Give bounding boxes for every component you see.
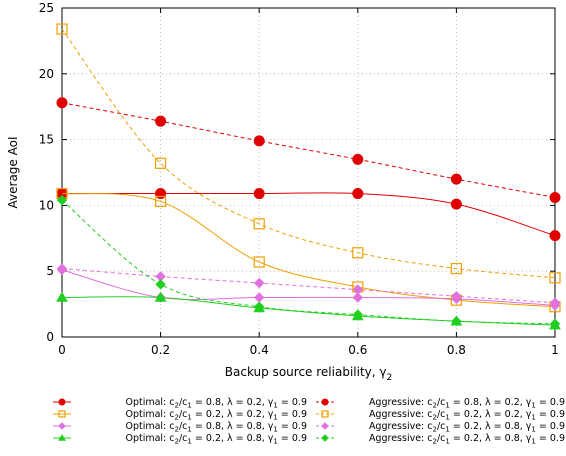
x-tick-label: 0.2 [151, 343, 170, 357]
data-point [451, 290, 462, 302]
series-2 [56, 187, 561, 313]
data-point [352, 153, 364, 165]
data-point [58, 410, 66, 418]
data-point [58, 433, 66, 441]
legend-label: Aggressive: c2/c1 = 0.2, λ = 0.2, γ1 = 0… [369, 409, 565, 422]
series-line [61, 102, 556, 198]
legend-label: Optimal: c2/c1 = 0.2, λ = 0.8, γ1 = 0.9 [125, 433, 307, 446]
legend-entry: Aggressive: c2/c1 = 0.8, λ = 0.2, γ1 = 0… [316, 397, 565, 410]
data-point [352, 284, 364, 295]
series-line [61, 296, 556, 326]
legend-entry: Optimal: c2/c1 = 0.8, λ = 0.2, γ1 = 0.9 [53, 397, 307, 410]
data-point [321, 434, 329, 442]
legend-entry: Optimal: c2/c1 = 0.8, λ = 0.8, γ1 = 0.9 [53, 421, 307, 434]
data-point [155, 279, 166, 290]
data-point [549, 192, 561, 204]
series-6 [56, 23, 561, 284]
series-8 [56, 194, 561, 330]
data-point [253, 218, 265, 230]
series-line [62, 192, 556, 237]
data-point [450, 262, 462, 275]
x-tick-label: 0 [58, 343, 66, 357]
data-point [253, 256, 265, 268]
y-tick-label: 25 [39, 1, 54, 15]
data-point [253, 188, 265, 200]
legend-entry: Aggressive: c2/c1 = 0.2, λ = 0.2, γ1 = 0… [316, 409, 565, 422]
series-7 [56, 263, 561, 308]
data-point [549, 297, 561, 308]
y-tick-label: 20 [39, 67, 54, 81]
data-point [56, 263, 68, 274]
grid [61, 7, 556, 338]
data-point [321, 398, 329, 406]
data-point [58, 398, 66, 406]
y-tick-label: 10 [39, 198, 54, 212]
data-point [549, 272, 561, 284]
legend-label: Optimal: c2/c1 = 0.8, λ = 0.8, γ1 = 0.9 [125, 421, 307, 434]
data-point [56, 291, 68, 302]
y-axis-label: Average AoI [6, 137, 20, 209]
x-axis-label-subscript: 2 [386, 373, 392, 383]
data-point [154, 291, 167, 302]
y-tick-label: 5 [46, 264, 54, 278]
series-5 [56, 97, 561, 204]
data-point [451, 316, 462, 327]
plot-frame [61, 7, 556, 338]
data-point [56, 97, 68, 109]
x-tick-label: 1 [551, 343, 559, 357]
legend-label: Optimal: c2/c1 = 0.2, λ = 0.2, γ1 = 0.9 [125, 409, 307, 422]
x-tick-label: 0.4 [250, 343, 269, 357]
data-point [352, 247, 364, 259]
x-tick-label: 0.6 [348, 343, 367, 357]
series-1 [56, 188, 561, 242]
data-point [352, 188, 364, 200]
y-tick-label: 15 [39, 133, 54, 147]
series-line [61, 268, 556, 304]
legend-label: Optimal: c2/c1 = 0.8, λ = 0.2, γ1 = 0.9 [125, 397, 307, 410]
data-point [56, 194, 68, 206]
data-point [58, 422, 66, 430]
series-layer [56, 23, 561, 330]
legend-entry: Aggressive: c2/c1 = 0.2, λ = 0.8, γ1 = 0… [316, 433, 565, 446]
series-line [61, 199, 556, 325]
data-point [352, 309, 364, 320]
data-point [155, 157, 167, 169]
data-point [549, 318, 561, 330]
data-point [321, 410, 329, 418]
data-point [450, 173, 462, 185]
data-point [450, 198, 462, 210]
data-point [352, 292, 364, 303]
data-point [253, 277, 265, 289]
x-axis-label-main: Backup source reliability, γ [225, 365, 387, 379]
legend-entry: Aggressive: c2/c1 = 0.2, λ = 0.8, γ1 = 0… [316, 421, 565, 434]
data-point [155, 115, 167, 127]
x-tick-label: 0.8 [447, 343, 466, 357]
legend-label: Aggressive: c2/c1 = 0.8, λ = 0.2, γ1 = 0… [369, 397, 565, 410]
data-point [253, 292, 265, 303]
x-axis-label: Backup source reliability, γ2 [225, 365, 392, 383]
series-line [61, 269, 556, 306]
data-point [56, 23, 68, 35]
data-point [321, 422, 329, 430]
legend: Optimal: c2/c1 = 0.8, λ = 0.2, γ1 = 0.9O… [53, 397, 565, 446]
legend-entry: Optimal: c2/c1 = 0.2, λ = 0.8, γ1 = 0.9 [53, 433, 307, 446]
data-point [549, 230, 561, 242]
series-line [61, 28, 556, 279]
data-point [253, 301, 265, 312]
data-point [155, 195, 167, 208]
data-point [253, 135, 265, 147]
legend-entry: Optimal: c2/c1 = 0.2, λ = 0.2, γ1 = 0.9 [53, 409, 307, 422]
legend-label: Aggressive: c2/c1 = 0.2, λ = 0.8, γ1 = 0… [369, 421, 565, 434]
y-tick-label: 0 [46, 330, 54, 344]
legend-label: Aggressive: c2/c1 = 0.2, λ = 0.8, γ1 = 0… [369, 433, 565, 446]
data-point [155, 188, 167, 200]
